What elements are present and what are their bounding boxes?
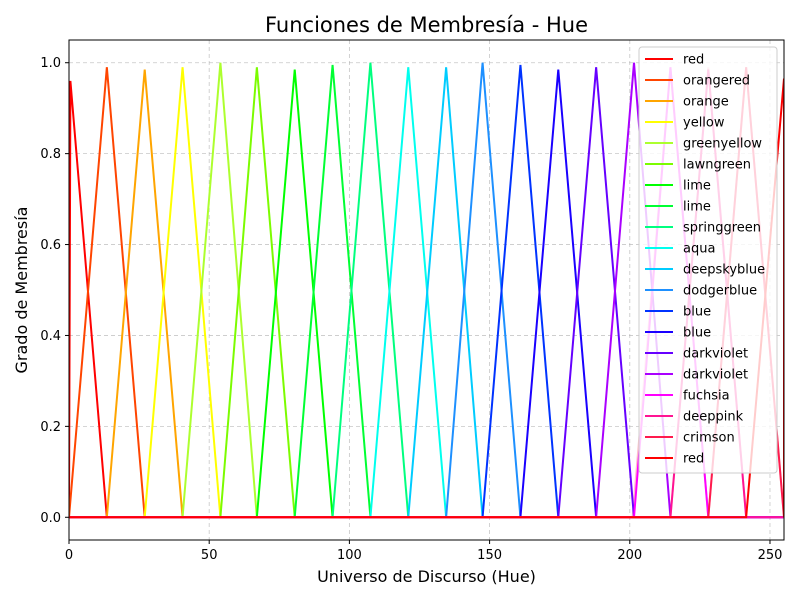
legend-label: dodgerblue: [683, 284, 757, 299]
legend-label: red: [683, 53, 704, 68]
y-tick-label: 1.0: [40, 56, 61, 71]
chart-title: Funciones de Membresía - Hue: [265, 13, 588, 37]
legend-label: greenyellow: [683, 137, 762, 152]
legend-label: lime: [683, 179, 711, 194]
legend-label: deeppink: [683, 410, 744, 425]
legend: red orangered orange yellow greenyellow lawng…: [638, 46, 778, 474]
legend-label: darkviolet: [683, 347, 748, 362]
legend-label: lime: [683, 200, 711, 215]
y-tick-label: 0.2: [40, 420, 61, 435]
plot-frame: [68, 39, 785, 541]
legend-label: deepskyblue: [683, 263, 765, 278]
ticks: 0 50 100 150 200 250 0.0 0.2 0.4 0.6 0.8 1.0: [40, 56, 782, 563]
x-tick-label: 250: [758, 548, 783, 563]
legend-label: crimson: [683, 431, 735, 446]
legend-label: darkviolet: [683, 368, 748, 383]
x-tick-label: 100: [337, 548, 362, 563]
x-axis-label: Universo de Discurso (Hue): [317, 567, 536, 586]
legend-label: blue: [683, 305, 711, 320]
y-tick-label: 0.4: [40, 329, 61, 344]
x-tick-label: 150: [477, 548, 502, 563]
x-tick-label: 200: [617, 548, 642, 563]
legend-label: springgreen: [683, 221, 761, 236]
legend-label: red: [683, 452, 704, 467]
x-tick-label: 0: [65, 548, 73, 563]
legend-label: lawngreen: [683, 158, 751, 173]
legend-label: blue: [683, 326, 711, 341]
y-axis-label: Grado de Membresía: [12, 207, 31, 374]
y-tick-label: 0.0: [40, 511, 61, 526]
legend-label: fuchsia: [683, 389, 730, 404]
y-tick-label: 0.6: [40, 238, 61, 253]
legend-label: orangered: [683, 74, 750, 89]
x-tick-label: 50: [201, 548, 218, 563]
legend-label: orange: [683, 95, 729, 110]
legend-box: [638, 46, 778, 474]
legend-label: yellow: [683, 116, 725, 131]
y-tick-label: 0.8: [40, 147, 61, 162]
legend-label: aqua: [683, 242, 715, 257]
